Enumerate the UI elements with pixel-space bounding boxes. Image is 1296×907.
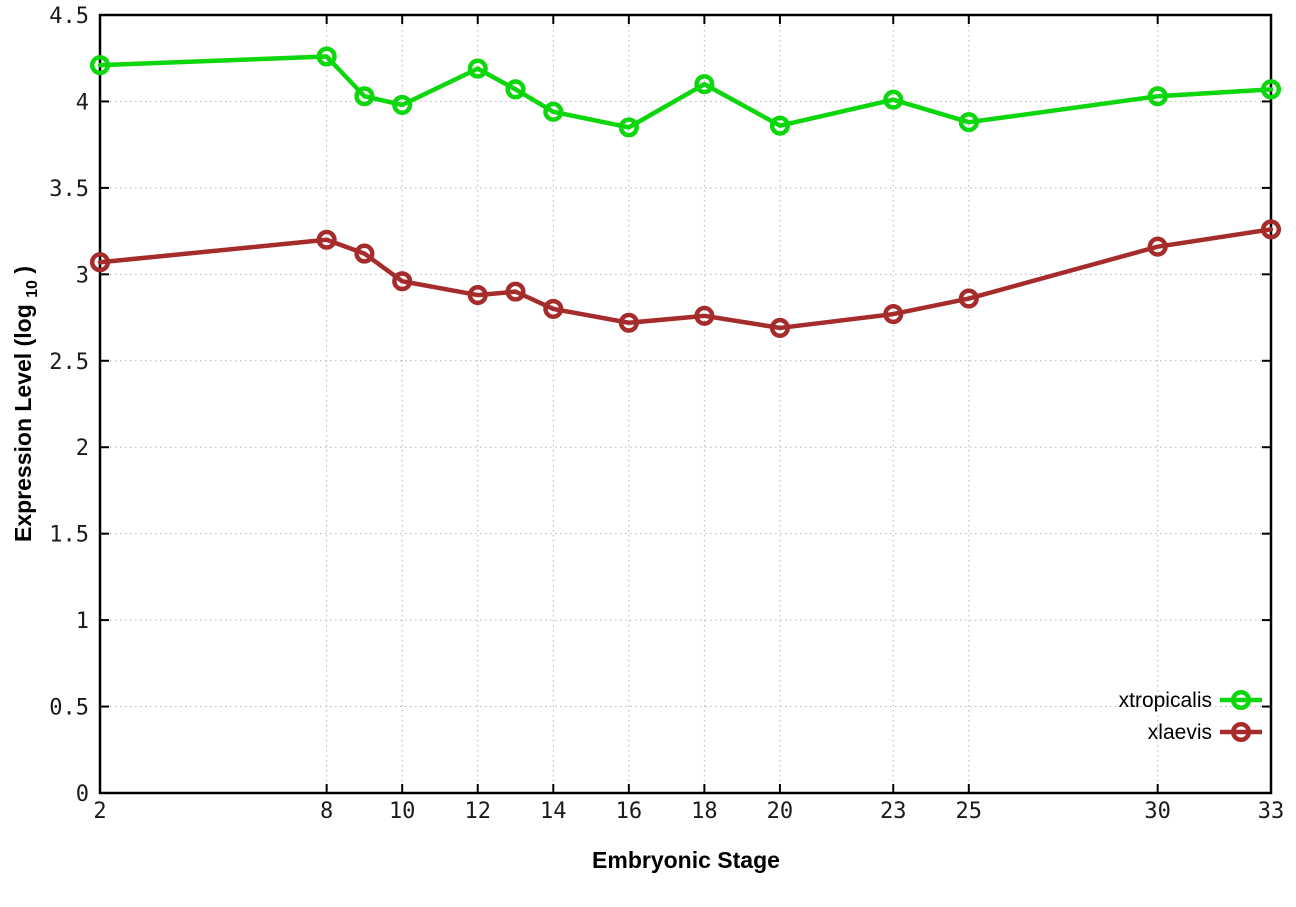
y-axis-title-subscript: 10 <box>24 280 41 298</box>
y-tick-label: 3 <box>76 263 89 288</box>
y-tick-label: 1.5 <box>49 523 89 548</box>
x-axis-title: Embryonic Stage <box>592 847 780 873</box>
y-axis-title-end: ) <box>10 266 36 274</box>
data-point-xtropicalis <box>392 94 413 115</box>
x-tick-label: 12 <box>464 799 491 824</box>
legend-marker-xlaevis <box>1230 721 1252 743</box>
data-point-xlaevis <box>769 317 790 338</box>
legend-label-xlaevis: xlaevis <box>1148 721 1212 744</box>
data-point-xlaevis <box>1260 219 1282 240</box>
x-tick-label: 25 <box>956 799 983 824</box>
y-tick-label: 3.5 <box>49 177 89 202</box>
y-tick-label: 4.5 <box>49 4 89 29</box>
data-point-xlaevis <box>618 312 639 333</box>
x-tick-label: 10 <box>389 799 416 824</box>
data-point-xlaevis <box>316 229 337 250</box>
legend-marker-xtropicalis <box>1230 689 1252 711</box>
x-tick-label: 18 <box>691 799 718 824</box>
data-point-xlaevis <box>505 281 526 302</box>
data-point-xtropicalis <box>883 89 904 110</box>
data-point-xtropicalis <box>543 101 564 122</box>
series-line-xtropicalis <box>97 54 1274 130</box>
data-point-xtropicalis <box>316 46 337 67</box>
data-point-xlaevis <box>467 285 488 306</box>
y-tick-label: 1 <box>76 609 89 634</box>
data-point-xtropicalis <box>958 112 979 133</box>
y-tick-label: 0.5 <box>49 696 89 721</box>
y-tick-label: 2 <box>76 436 89 461</box>
y-axis-title-main: Expression Level (log <box>10 304 36 542</box>
y-tick-label: 4 <box>76 90 89 115</box>
data-point-xlaevis <box>694 305 715 326</box>
data-point-xtropicalis <box>694 74 715 95</box>
x-tick-label: 2 <box>93 799 106 824</box>
legend-label-xtropicalis: xtropicalis <box>1119 689 1212 712</box>
x-tick-label: 30 <box>1144 799 1171 824</box>
data-point-xtropicalis <box>618 117 639 138</box>
data-point-xlaevis <box>543 298 564 319</box>
data-point-xtropicalis <box>467 58 488 79</box>
x-tick-label: 20 <box>767 799 794 824</box>
data-point-xtropicalis <box>89 55 111 76</box>
data-point-xtropicalis <box>1147 86 1168 107</box>
x-tick-label: 33 <box>1258 799 1285 824</box>
data-point-xlaevis <box>958 288 979 309</box>
plot-area: 2 8 10 12 14 16 18 20 23 25 30 33 0 0.5 1 1.5 2 2.5 3 3.5 4 4… <box>49 4 1284 824</box>
series-line-xlaevis <box>97 227 1274 331</box>
x-tick-label: 16 <box>616 799 643 824</box>
data-point-xlaevis <box>883 304 904 325</box>
plot-border <box>98 13 1273 795</box>
y-tick-label: 0 <box>76 782 89 807</box>
y-axis-title: Expression Level (log 10 ) <box>10 266 42 542</box>
data-point-xtropicalis <box>354 86 375 107</box>
data-point-xtropicalis <box>1260 79 1282 100</box>
data-point-xlaevis <box>1147 236 1168 257</box>
x-tick-label: 8 <box>320 799 333 824</box>
data-point-xlaevis <box>354 243 375 264</box>
data-point-xlaevis <box>392 271 413 292</box>
y-tick-label: 2.5 <box>49 350 89 375</box>
x-tick-label: 14 <box>540 799 567 824</box>
data-point-xtropicalis <box>769 115 790 136</box>
data-point-xtropicalis <box>505 79 526 100</box>
data-point-xlaevis <box>89 252 111 273</box>
x-tick-label: 23 <box>880 799 907 824</box>
